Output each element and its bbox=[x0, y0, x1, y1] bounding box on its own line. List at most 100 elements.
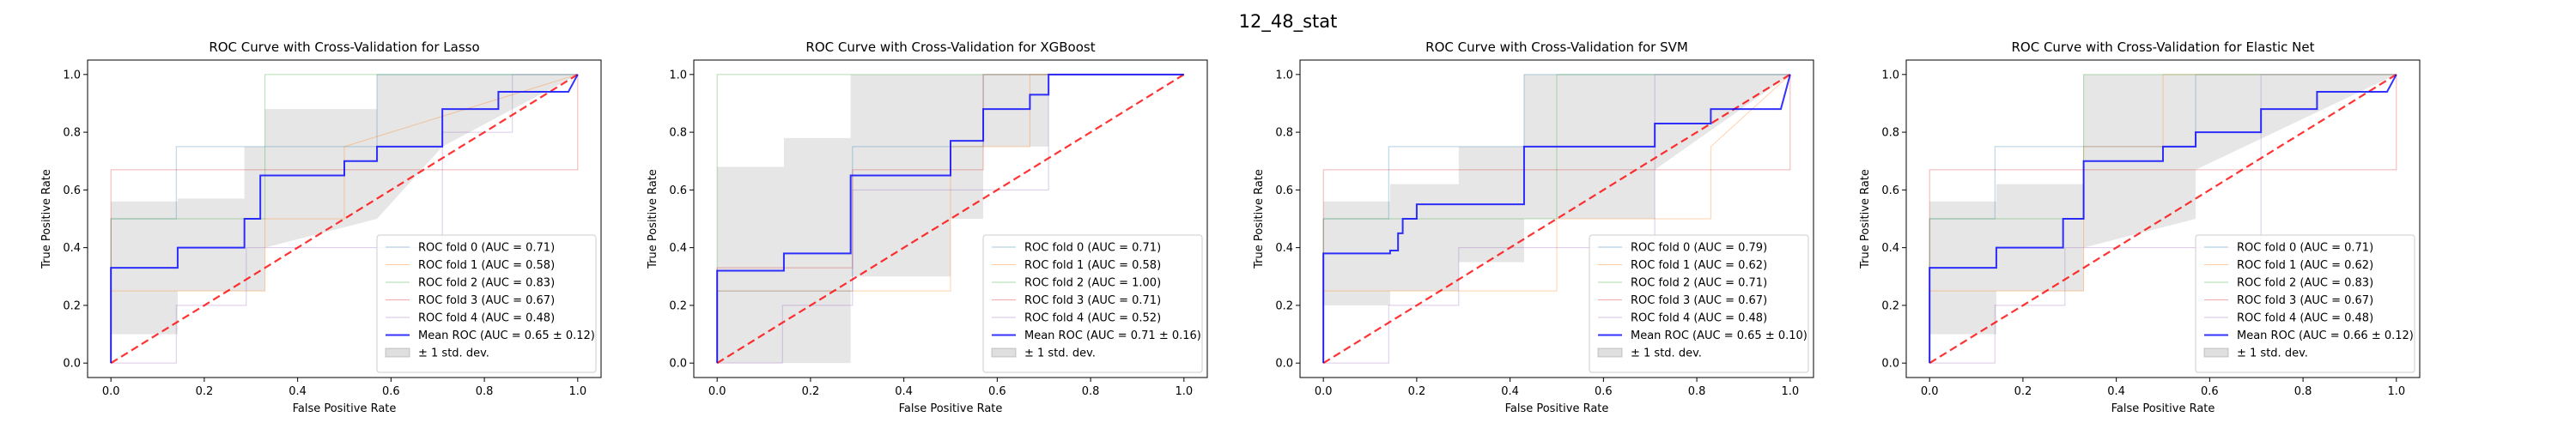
roc-fold-4-line bbox=[1323, 74, 1790, 364]
y-tick-label: 0.0 bbox=[1275, 358, 1293, 371]
roc-fold-2-line bbox=[716, 74, 1184, 364]
y-tick-label: 0.0 bbox=[1881, 358, 1899, 371]
x-tick-label: 0.4 bbox=[895, 385, 913, 398]
panel-title: ROC Curve with Cross-Validation for Lass… bbox=[209, 39, 479, 55]
legend-entry: ROC fold 2 (AUC = 0.83) bbox=[2237, 277, 2373, 290]
legend-entry: ROC fold 1 (AUC = 0.58) bbox=[418, 259, 555, 272]
legend-entry: ROC fold 1 (AUC = 0.62) bbox=[1631, 259, 1767, 272]
figure-suptitle: 12_48_stat bbox=[1239, 11, 1338, 33]
roc-panel-2: ROC Curve with Cross-Validation for SVM 0… bbox=[1253, 39, 1814, 415]
x-axis-label: False Positive Rate bbox=[293, 402, 397, 415]
x-tick-label: 0.2 bbox=[2014, 385, 2032, 398]
y-axis-label: True Positive Rate bbox=[647, 169, 659, 269]
x-tick-label: 0.0 bbox=[1315, 385, 1333, 398]
roc-fold-2-line bbox=[110, 74, 578, 364]
y-tick-label: 0.4 bbox=[1275, 242, 1293, 255]
x-tick-label: 0.6 bbox=[2201, 385, 2219, 398]
legend-entry: ROC fold 0 (AUC = 0.79) bbox=[1631, 242, 1767, 255]
y-tick-label: 1.0 bbox=[63, 69, 81, 82]
legend-handle-band bbox=[1597, 347, 1623, 358]
std-band bbox=[111, 74, 578, 335]
x-tick-label: 0.4 bbox=[289, 385, 307, 398]
legend-entry: Mean ROC (AUC = 0.65 ± 0.12) bbox=[418, 329, 595, 342]
roc-fold-4-line bbox=[1929, 74, 2397, 364]
y-tick-label: 1.0 bbox=[669, 69, 687, 82]
x-axis-label: False Positive Rate bbox=[2111, 402, 2215, 415]
chance-line bbox=[716, 73, 1185, 365]
x-tick-label: 0.2 bbox=[1408, 385, 1426, 398]
mean-roc-line bbox=[1929, 74, 2397, 364]
legend-entry: ± 1 std. dev. bbox=[418, 347, 489, 360]
y-tick-label: 0.2 bbox=[63, 299, 81, 312]
roc-panel-3: ROC Curve with Cross-Validation for Elas… bbox=[1859, 39, 2421, 415]
mean-roc-line bbox=[1322, 74, 1791, 364]
legend-entry: ± 1 std. dev. bbox=[2237, 347, 2308, 360]
x-tick-label: 0.2 bbox=[802, 385, 820, 398]
legend-box bbox=[982, 234, 1203, 373]
roc-panel-0: ROC Curve with Cross-Validation for Lass… bbox=[40, 39, 602, 415]
x-tick-label: 0.6 bbox=[1595, 385, 1613, 398]
y-tick-label: 0.4 bbox=[63, 242, 81, 255]
legend-entry: Mean ROC (AUC = 0.65 ± 0.10) bbox=[1631, 329, 1807, 342]
x-tick-label: 0.4 bbox=[1501, 385, 1519, 398]
roc-fold-0-line bbox=[1929, 74, 2397, 364]
legend: ROC fold 0 (AUC = 0.71) ROC fold 1 (AUC =… bbox=[2195, 234, 2415, 373]
y-tick-label: 0.6 bbox=[1881, 184, 1899, 197]
legend: ROC fold 0 (AUC = 0.71) ROC fold 1 (AUC =… bbox=[982, 234, 1203, 373]
x-tick-label: 1.0 bbox=[1781, 385, 1799, 398]
axes-frame bbox=[1905, 59, 2421, 378]
x-tick-label: 0.0 bbox=[1921, 385, 1939, 398]
legend-entry: ROC fold 0 (AUC = 0.71) bbox=[2237, 242, 2373, 255]
y-tick-label: 0.8 bbox=[1275, 127, 1293, 140]
y-tick-label: 0.4 bbox=[669, 242, 687, 255]
panel-title: ROC Curve with Cross-Validation for XGBo… bbox=[805, 39, 1095, 55]
x-tick-label: 0.0 bbox=[102, 385, 120, 398]
y-tick-label: 0.8 bbox=[669, 127, 687, 140]
legend-entry: ROC fold 4 (AUC = 0.48) bbox=[418, 312, 555, 325]
y-tick-label: 0.2 bbox=[1275, 299, 1293, 312]
legend-entry: ROC fold 3 (AUC = 0.67) bbox=[418, 294, 555, 307]
roc-fold-0-line bbox=[1322, 74, 1790, 364]
x-axis-label: False Positive Rate bbox=[1505, 402, 1609, 415]
x-tick-label: 1.0 bbox=[1175, 385, 1193, 398]
x-tick-label: 0.8 bbox=[1082, 385, 1100, 398]
legend-entry: ROC fold 0 (AUC = 0.71) bbox=[418, 242, 555, 255]
y-axis-label: True Positive Rate bbox=[40, 169, 53, 269]
roc-fold-3-line bbox=[1929, 74, 2397, 364]
legend-entry: Mean ROC (AUC = 0.66 ± 0.12) bbox=[2237, 329, 2414, 342]
y-tick-label: 0.2 bbox=[669, 299, 687, 312]
legend: ROC fold 0 (AUC = 0.71) ROC fold 1 (AUC =… bbox=[376, 234, 597, 373]
roc-panel-1: ROC Curve with Cross-Validation for XGBo… bbox=[647, 39, 1208, 415]
legend-entry: ROC fold 4 (AUC = 0.48) bbox=[2237, 312, 2373, 325]
x-tick-label: 0.2 bbox=[196, 385, 214, 398]
x-tick-label: 0.8 bbox=[476, 385, 494, 398]
y-axis-label: True Positive Rate bbox=[1253, 169, 1266, 269]
y-tick-label: 1.0 bbox=[1881, 69, 1899, 82]
chance-line bbox=[1322, 73, 1791, 365]
mean-roc-line bbox=[716, 73, 1184, 364]
y-tick-label: 0.6 bbox=[1275, 184, 1293, 197]
chance-line bbox=[110, 73, 579, 365]
x-tick-label: 0.8 bbox=[2294, 385, 2312, 398]
legend-entry: ROC fold 3 (AUC = 0.67) bbox=[1631, 294, 1767, 307]
y-tick-label: 0.8 bbox=[1881, 127, 1899, 140]
x-tick-label: 1.0 bbox=[568, 385, 586, 398]
y-tick-label: 0.6 bbox=[63, 184, 81, 197]
y-tick-label: 0.4 bbox=[1881, 242, 1899, 255]
panel-title: ROC Curve with Cross-Validation for SVM bbox=[1425, 39, 1688, 55]
x-tick-label: 0.8 bbox=[1688, 385, 1706, 398]
chance-line bbox=[1929, 73, 2397, 365]
legend-handle-band bbox=[991, 347, 1017, 358]
legend-entry: ROC fold 2 (AUC = 0.71) bbox=[1631, 277, 1767, 290]
legend-entry: Mean ROC (AUC = 0.71 ± 0.16) bbox=[1024, 329, 1201, 342]
legend: ROC fold 0 (AUC = 0.79) ROC fold 1 (AUC =… bbox=[1589, 234, 1809, 373]
legend-entry: ROC fold 1 (AUC = 0.58) bbox=[1024, 259, 1161, 272]
y-tick-label: 0.6 bbox=[669, 184, 687, 197]
legend-box bbox=[376, 234, 597, 373]
legend-entry: ROC fold 4 (AUC = 0.52) bbox=[1024, 312, 1161, 325]
legend-entry: ROC fold 3 (AUC = 0.71) bbox=[1024, 294, 1161, 307]
y-tick-label: 0.8 bbox=[63, 127, 81, 140]
y-tick-label: 0.0 bbox=[63, 358, 81, 371]
legend-entry: ROC fold 2 (AUC = 1.00) bbox=[1024, 277, 1161, 290]
